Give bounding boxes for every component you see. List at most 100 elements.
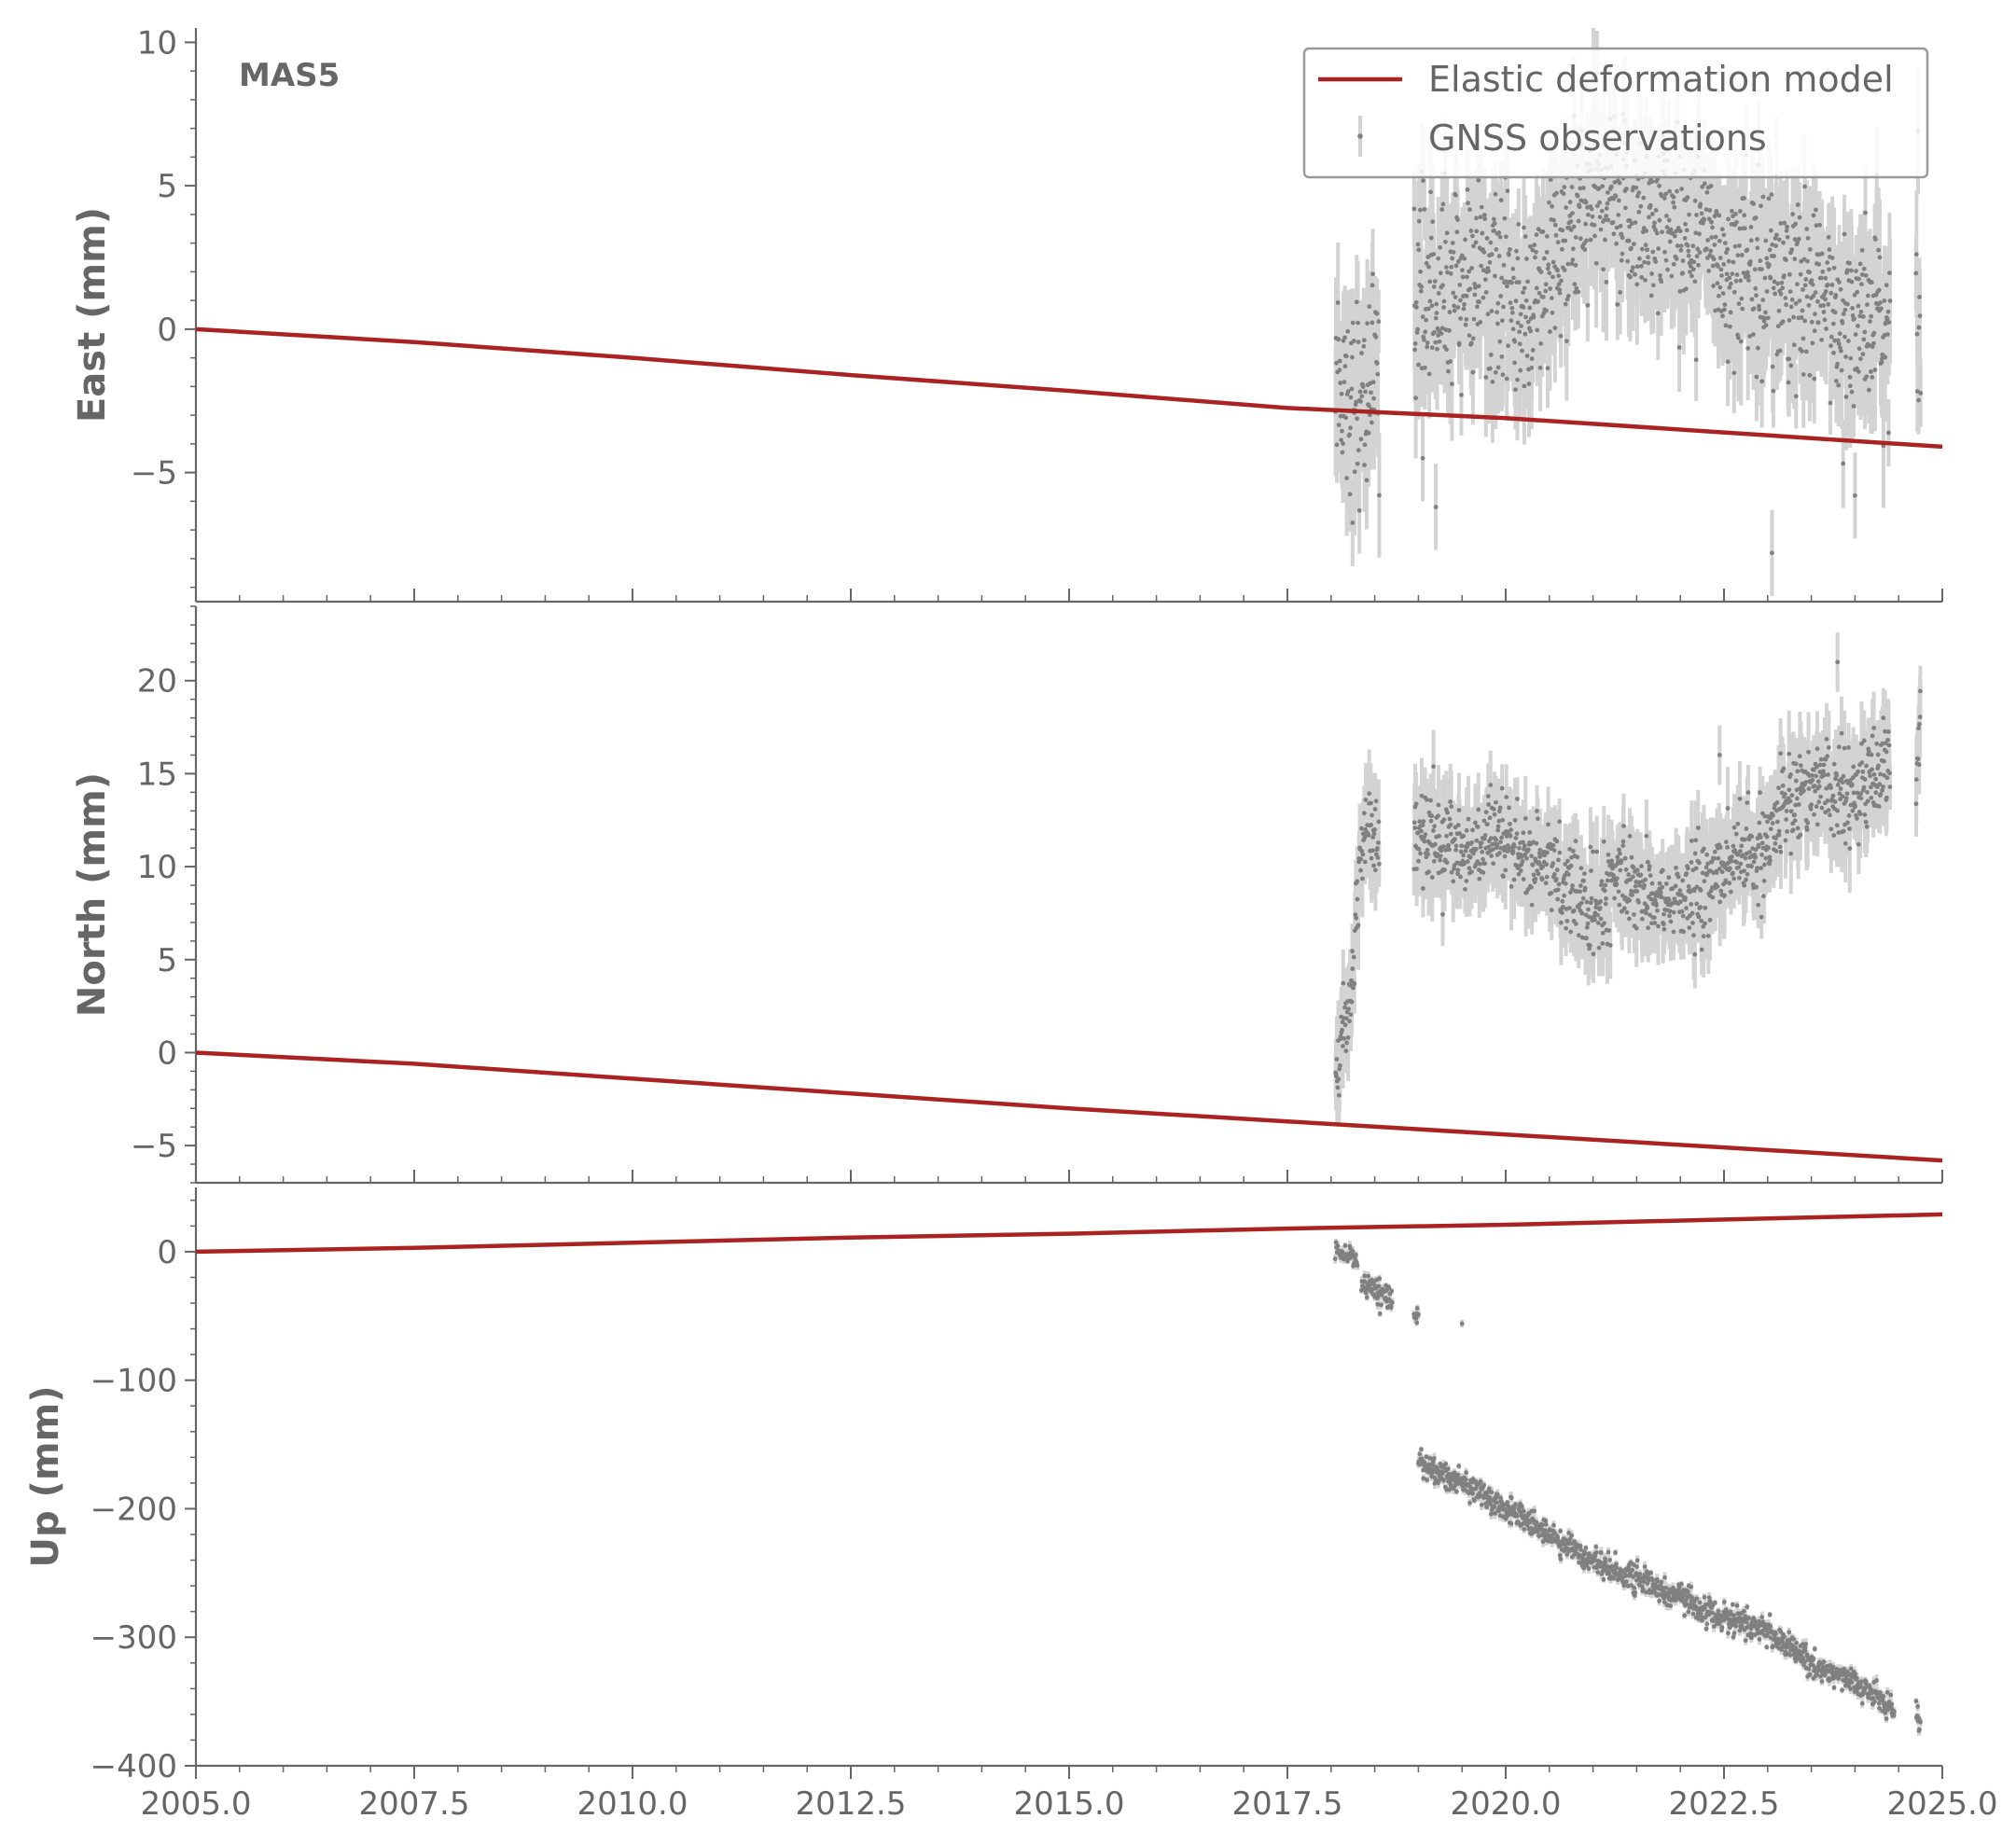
obs-point bbox=[1662, 249, 1667, 255]
obs-point bbox=[1769, 192, 1774, 197]
obs-point bbox=[1449, 804, 1454, 810]
obs-point bbox=[1678, 243, 1684, 249]
obs-point bbox=[1508, 821, 1512, 826]
obs-point bbox=[1618, 290, 1622, 295]
obs-point bbox=[1636, 190, 1642, 195]
obs-point bbox=[1439, 326, 1445, 331]
obs-point bbox=[1480, 230, 1485, 236]
obs-point bbox=[1712, 243, 1717, 247]
obs-point bbox=[1819, 251, 1825, 257]
obs-point bbox=[1800, 336, 1806, 341]
obs-point bbox=[1540, 294, 1546, 299]
obs-point bbox=[1843, 395, 1849, 399]
obs-point bbox=[1727, 285, 1732, 290]
obs-point bbox=[1614, 881, 1620, 887]
obs-point bbox=[1874, 741, 1880, 746]
obs-point bbox=[1829, 283, 1835, 287]
obs-point bbox=[1465, 187, 1470, 192]
obs-point bbox=[1680, 913, 1686, 919]
obs-point bbox=[1589, 206, 1594, 212]
obs-point bbox=[1809, 772, 1814, 778]
obs-point bbox=[1856, 841, 1861, 847]
obs-point bbox=[1699, 211, 1704, 216]
obs-point bbox=[1529, 356, 1535, 361]
obs-point bbox=[1603, 882, 1608, 888]
obs-point bbox=[1356, 923, 1361, 928]
obs-point bbox=[1559, 910, 1564, 915]
obs-point bbox=[1521, 830, 1526, 836]
obs-point bbox=[1762, 315, 1767, 321]
obs-point bbox=[1750, 881, 1756, 887]
obs-point bbox=[1757, 303, 1761, 309]
obs-point bbox=[1615, 301, 1620, 307]
obs-point bbox=[1557, 850, 1563, 855]
obs-point bbox=[1689, 910, 1695, 916]
obs-point bbox=[1915, 756, 1921, 762]
obs-point bbox=[1499, 354, 1505, 359]
obs-point bbox=[1738, 849, 1743, 854]
obs-point bbox=[1756, 842, 1761, 848]
obs-point bbox=[1660, 884, 1665, 890]
obs-point bbox=[1780, 285, 1786, 291]
obs-point bbox=[1366, 430, 1371, 436]
obs-point bbox=[1796, 236, 1801, 242]
obs-point bbox=[1720, 291, 1726, 296]
station-label: MAS5 bbox=[239, 57, 340, 94]
obs-point bbox=[1776, 785, 1781, 791]
obs-point bbox=[1735, 335, 1741, 340]
obs-point bbox=[1591, 849, 1595, 854]
obs-point bbox=[1691, 888, 1697, 894]
obs-point bbox=[1491, 861, 1496, 867]
obs-point bbox=[1563, 881, 1568, 886]
obs-point bbox=[1730, 271, 1735, 276]
obs-point bbox=[1696, 262, 1701, 268]
obs-point bbox=[1748, 238, 1754, 243]
obs-point bbox=[1530, 247, 1536, 253]
obs-point bbox=[1742, 882, 1747, 888]
obs-point bbox=[1781, 240, 1787, 245]
obs-point bbox=[1677, 229, 1683, 234]
obs-point bbox=[1716, 855, 1721, 861]
obs-point bbox=[1793, 802, 1798, 808]
obs-point bbox=[1841, 828, 1846, 834]
obs-point bbox=[1843, 354, 1848, 359]
obs-point bbox=[1694, 213, 1699, 217]
obs-point bbox=[1819, 805, 1825, 811]
obs-point bbox=[1660, 867, 1665, 873]
obs-point bbox=[1570, 883, 1575, 888]
obs-point bbox=[1593, 905, 1599, 910]
obs-point bbox=[1426, 869, 1431, 875]
obs-point bbox=[1617, 847, 1621, 853]
obs-point bbox=[1526, 382, 1532, 386]
obs-point bbox=[1469, 266, 1475, 271]
obs-point bbox=[1373, 334, 1379, 340]
obs-point bbox=[1356, 507, 1362, 513]
obs-point bbox=[1857, 812, 1863, 817]
obs-point bbox=[1821, 310, 1827, 314]
obs-point bbox=[1543, 288, 1549, 294]
obs-point bbox=[1453, 263, 1459, 269]
obs-point bbox=[1887, 271, 1892, 276]
obs-point bbox=[1625, 258, 1631, 264]
obs-point bbox=[1467, 269, 1472, 274]
obs-point bbox=[1559, 246, 1564, 252]
obs-point bbox=[1438, 244, 1443, 250]
obs-point bbox=[1884, 775, 1890, 781]
obs-point bbox=[1792, 257, 1798, 262]
obs-point bbox=[1693, 357, 1699, 363]
obs-point bbox=[1351, 985, 1356, 991]
obs-point bbox=[1841, 461, 1846, 466]
obs-point bbox=[1668, 919, 1674, 924]
obs-point bbox=[1751, 306, 1757, 312]
obs-point bbox=[1626, 238, 1632, 243]
obs-point bbox=[1480, 850, 1485, 854]
obs-point bbox=[1584, 899, 1590, 905]
obs-point bbox=[1455, 823, 1461, 827]
obs-point bbox=[1632, 911, 1636, 917]
obs-point bbox=[1543, 282, 1549, 287]
obs-point bbox=[1772, 254, 1776, 258]
obs-point bbox=[1710, 895, 1716, 900]
obs-point bbox=[1692, 279, 1698, 285]
obs-point bbox=[1639, 916, 1645, 922]
obs-point bbox=[1917, 721, 1922, 727]
